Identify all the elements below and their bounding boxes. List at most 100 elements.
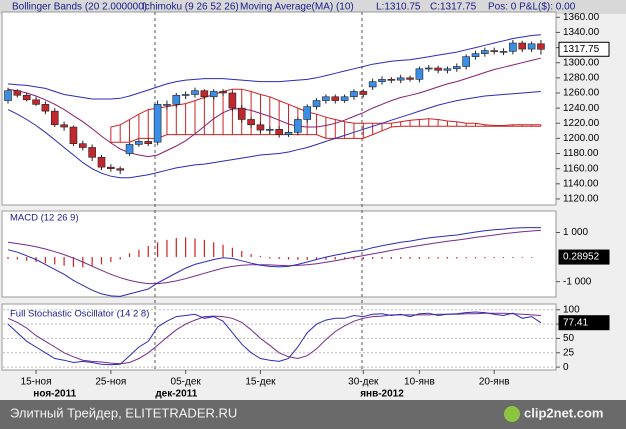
signal-line: [7, 229, 541, 285]
footer-logo: clip2net.com: [524, 405, 603, 420]
candle-body: [537, 43, 545, 50]
last-value-label: 77.41: [563, 317, 588, 328]
candle-body: [219, 91, 227, 94]
y-tick-label: 1300.00: [563, 57, 600, 68]
candle-body: [294, 119, 302, 133]
candle-body: [396, 77, 405, 81]
candle-body: [471, 53, 480, 57]
x-tick-label: 25-ноя: [95, 377, 126, 388]
x-tick-label: 15-ноя: [21, 377, 52, 388]
candle-body: [22, 94, 31, 101]
candle-body: [284, 132, 293, 135]
candle-body: [228, 92, 237, 109]
candle-body: [322, 96, 330, 101]
candle-body: [32, 99, 40, 105]
stochastic-k: [7, 311, 542, 366]
candle-body: [181, 94, 190, 96]
candle-body: [424, 67, 433, 70]
candle-body: [79, 143, 87, 148]
y-tick-label: -1 000: [563, 276, 592, 287]
y-tick-label: 1 000: [563, 227, 588, 238]
candle-body: [312, 100, 321, 107]
footer-bar: [0, 400, 626, 429]
candle-body: [462, 56, 470, 67]
candle-body: [60, 124, 68, 128]
candle-body: [499, 51, 508, 53]
y-tick-label: 1220.00: [563, 118, 600, 129]
y-tick-label: 1260.00: [563, 88, 600, 99]
y-tick-label: 1120.00: [563, 194, 599, 205]
cloud-span-b: [110, 125, 541, 143]
bollinger-upper: [7, 34, 541, 100]
macd-line: [7, 227, 541, 297]
cloud-span-a: [110, 88, 541, 128]
y-tick-label: 25: [563, 347, 575, 358]
candle-body: [518, 42, 527, 50]
y-tick-label: 1280.00: [563, 72, 600, 83]
candle-body: [4, 90, 12, 101]
last-value-label: 0.28952: [563, 252, 600, 263]
candle-body: [359, 91, 368, 95]
candle-body: [415, 68, 424, 80]
candle-body: [509, 42, 517, 52]
candle-body: [331, 96, 340, 101]
last-value-box: [558, 315, 610, 331]
indicator-label: Moving Average(MA) (10): [240, 2, 354, 13]
candle-body: [406, 77, 414, 80]
candle-body: [200, 90, 209, 98]
y-tick-label: 1240.00: [563, 103, 600, 114]
stochastic-pane: [1, 303, 557, 371]
candle-body: [209, 91, 218, 98]
candle-body: [41, 104, 50, 112]
macd-pane: [1, 210, 557, 298]
y-tick-label: 50: [563, 333, 575, 344]
candle-body: [256, 124, 265, 131]
last-value-label: 1317.75: [563, 44, 600, 55]
indicator-label: Bollinger Bands (20 2.000000): [12, 2, 147, 13]
low-label: L:1310.75: [376, 2, 421, 13]
footer-source: Элитный Трейдер, ELITETRADER.RU: [10, 405, 237, 420]
candle-body: [135, 141, 143, 145]
last-value-box: [558, 41, 610, 57]
candle-body: [490, 50, 499, 52]
candle-body: [434, 67, 442, 71]
candle-body: [107, 166, 115, 169]
x-tick-label: 15-дек: [245, 377, 276, 388]
y-tick-label: 1180.00: [563, 148, 599, 159]
x-month-label: дек-2011: [155, 389, 197, 400]
last-value-box: [558, 249, 610, 265]
candle-body: [340, 96, 349, 101]
close-label: C:1317.75: [430, 2, 477, 13]
x-tick-label: 30-дек: [348, 377, 379, 388]
candle-body: [481, 50, 489, 54]
candle-body: [303, 106, 312, 120]
candle-body: [153, 104, 162, 143]
candle-body: [69, 126, 78, 144]
candle-body: [125, 144, 134, 154]
y-tick-label: 1140.00: [563, 178, 599, 189]
candle-body: [275, 129, 283, 135]
candle-body: [13, 90, 22, 96]
x-tick-label: 20-янв: [479, 377, 510, 388]
candle-body: [191, 90, 199, 95]
logo-icon: [504, 406, 520, 422]
y-tick-label: 1360.00: [563, 12, 600, 23]
pane-title: MACD (12 26 9): [10, 213, 79, 224]
candle-body: [387, 79, 396, 81]
candle-body: [443, 68, 452, 71]
x-month-label: ноя-2011: [33, 389, 76, 400]
candle-body: [378, 79, 386, 82]
pane-title: Full Stochastic Oscillator (14 2 8): [10, 309, 149, 320]
y-tick-label: 0: [563, 362, 569, 373]
moving-average: [7, 57, 542, 158]
indicator-label: Ichimoku (9 26 52 26): [142, 2, 239, 13]
candle-body: [50, 110, 59, 126]
bollinger-lower: [7, 91, 541, 179]
candle-body: [237, 107, 246, 120]
candle-body: [88, 147, 96, 158]
candle-body: [368, 81, 377, 88]
y-tick-label: 1160.00: [563, 163, 599, 174]
candle-body: [172, 94, 181, 105]
